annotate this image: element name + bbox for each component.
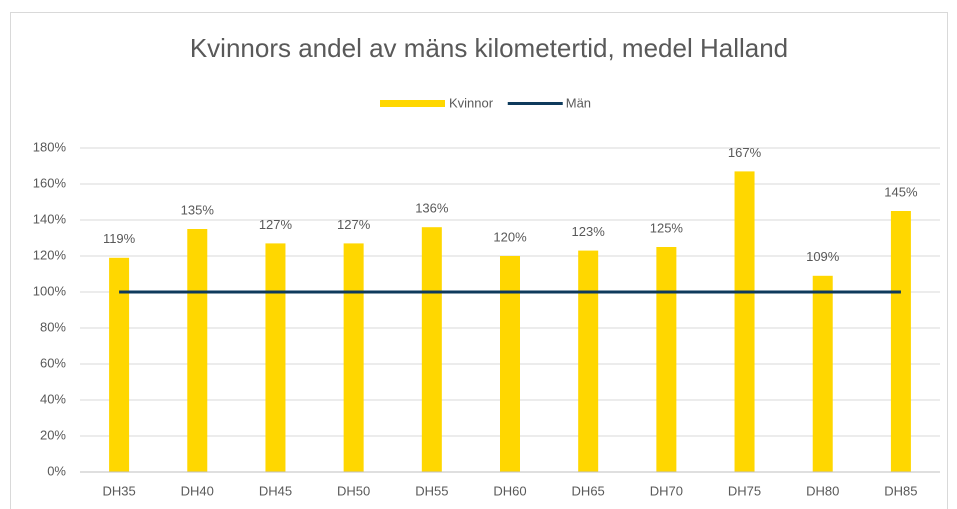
data-label: 127% <box>337 217 371 232</box>
data-label: 109% <box>806 249 840 264</box>
bar <box>421 227 442 472</box>
data-label: 135% <box>181 202 215 217</box>
bar <box>656 247 677 472</box>
y-tick-label: 180% <box>33 139 67 154</box>
legend-label: Kvinnor <box>449 95 494 110</box>
x-tick-label: DH85 <box>884 483 917 498</box>
x-tick-label: DH40 <box>181 483 214 498</box>
chart-title: Kvinnors andel av mäns kilometertid, med… <box>190 33 788 63</box>
bar <box>578 250 599 472</box>
y-tick-label: 160% <box>33 175 67 190</box>
bar <box>500 256 520 472</box>
chart-border <box>10 12 948 509</box>
legend-swatch <box>380 100 445 107</box>
bar <box>812 275 833 472</box>
x-tick-label: DH55 <box>415 483 448 498</box>
legend-label: Män <box>566 95 591 110</box>
y-tick-label: 20% <box>40 427 66 442</box>
bar <box>187 229 208 472</box>
bar <box>890 211 911 472</box>
y-tick-label: 120% <box>33 247 67 262</box>
y-tick-label: 80% <box>40 319 66 334</box>
x-tick-label: DH70 <box>650 483 683 498</box>
data-label: 127% <box>259 217 293 232</box>
x-tick-label: DH45 <box>259 483 292 498</box>
data-label: 145% <box>884 184 918 199</box>
x-tick-label: DH60 <box>493 483 526 498</box>
bar <box>734 171 755 472</box>
y-tick-label: 40% <box>40 391 66 406</box>
y-tick-label: 60% <box>40 355 66 370</box>
data-label: 123% <box>572 224 606 239</box>
x-tick-label: DH75 <box>728 483 761 498</box>
x-tick-label: DH50 <box>337 483 370 498</box>
x-tick-label: DH35 <box>102 483 135 498</box>
y-tick-label: 100% <box>33 283 67 298</box>
x-tick-label: DH65 <box>572 483 605 498</box>
bar <box>109 257 130 472</box>
data-label: 119% <box>103 231 136 246</box>
y-tick-label: 0% <box>47 463 66 478</box>
data-label: 136% <box>415 201 449 216</box>
bar <box>265 243 286 472</box>
data-label: 125% <box>650 220 684 235</box>
x-tick-label: DH80 <box>806 483 839 498</box>
y-tick-label: 140% <box>33 211 67 226</box>
bar <box>343 243 364 472</box>
data-label: 120% <box>493 229 527 244</box>
data-label: 167% <box>728 145 762 160</box>
